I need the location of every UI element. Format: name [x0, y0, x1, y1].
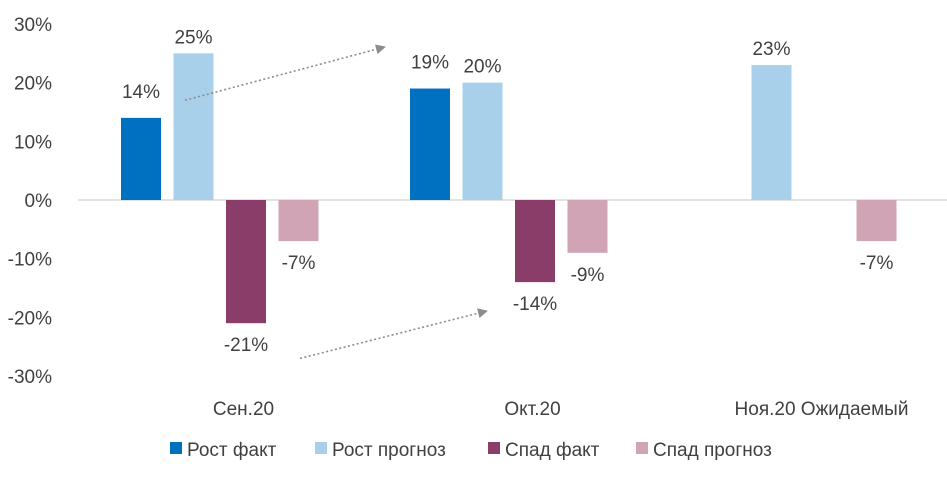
data-label: 20%	[463, 57, 501, 78]
data-label: -21%	[224, 335, 268, 356]
data-label: -7%	[860, 253, 894, 274]
legend-item: Спад факт	[488, 440, 600, 461]
data-label: -9%	[571, 265, 605, 286]
bar	[462, 82, 503, 200]
x-axis: Сен.20 Окт.20 Ноя.20 Ожидаемый	[213, 399, 909, 420]
bar	[410, 88, 450, 200]
legend-swatch	[488, 442, 500, 454]
bar	[751, 65, 792, 200]
bars	[121, 53, 897, 324]
legend-item: Спад прогноз	[636, 440, 772, 461]
bar	[567, 200, 608, 253]
legend-label: Рост прогноз	[332, 440, 446, 461]
y-tick-label: -10%	[8, 250, 52, 271]
legend-item: Рост факт	[170, 440, 277, 461]
legend-swatch	[170, 442, 182, 454]
legend-label: Спад факт	[505, 440, 600, 461]
data-label: 25%	[174, 27, 212, 48]
bar	[226, 200, 266, 324]
legend-item: Рост прогноз	[315, 440, 446, 461]
data-label: 14%	[122, 82, 160, 103]
legend-label: Спад прогноз	[653, 440, 772, 461]
trend-arrow	[184, 44, 386, 102]
legend-swatch	[636, 442, 648, 454]
bar	[173, 53, 214, 201]
data-label: -7%	[282, 253, 316, 274]
y-tick-label: 0%	[25, 191, 53, 212]
y-tick-label: -30%	[8, 367, 52, 388]
category-label: Сен.20	[213, 399, 274, 420]
trend-arrow	[299, 308, 488, 360]
bar	[856, 200, 897, 242]
y-tick-label: 20%	[14, 74, 52, 95]
bar	[121, 117, 161, 200]
y-tick-label: -20%	[8, 308, 52, 329]
category-label: Ноя.20 Ожидаемый	[735, 399, 909, 420]
legend: Рост факт Рост прогноз Спад факт Спад прогн…	[170, 440, 772, 461]
category-label: Окт.20	[504, 399, 560, 420]
data-labels: 14% 19% 25% 20% 23% -21% -14% -7% -9% -7%	[122, 27, 894, 356]
y-axis: 30% 20% 10% 0% -10% -20% -30%	[8, 15, 52, 388]
data-label: 19%	[411, 53, 449, 74]
y-tick-label: 10%	[14, 132, 52, 153]
legend-swatch	[315, 442, 327, 454]
annotation-arrows	[184, 44, 488, 360]
data-label: -14%	[513, 294, 557, 315]
bar	[278, 200, 319, 242]
y-tick-label: 30%	[14, 15, 52, 36]
legend-label: Рост факт	[187, 440, 277, 461]
bar	[515, 200, 555, 283]
data-label: 23%	[752, 39, 790, 60]
